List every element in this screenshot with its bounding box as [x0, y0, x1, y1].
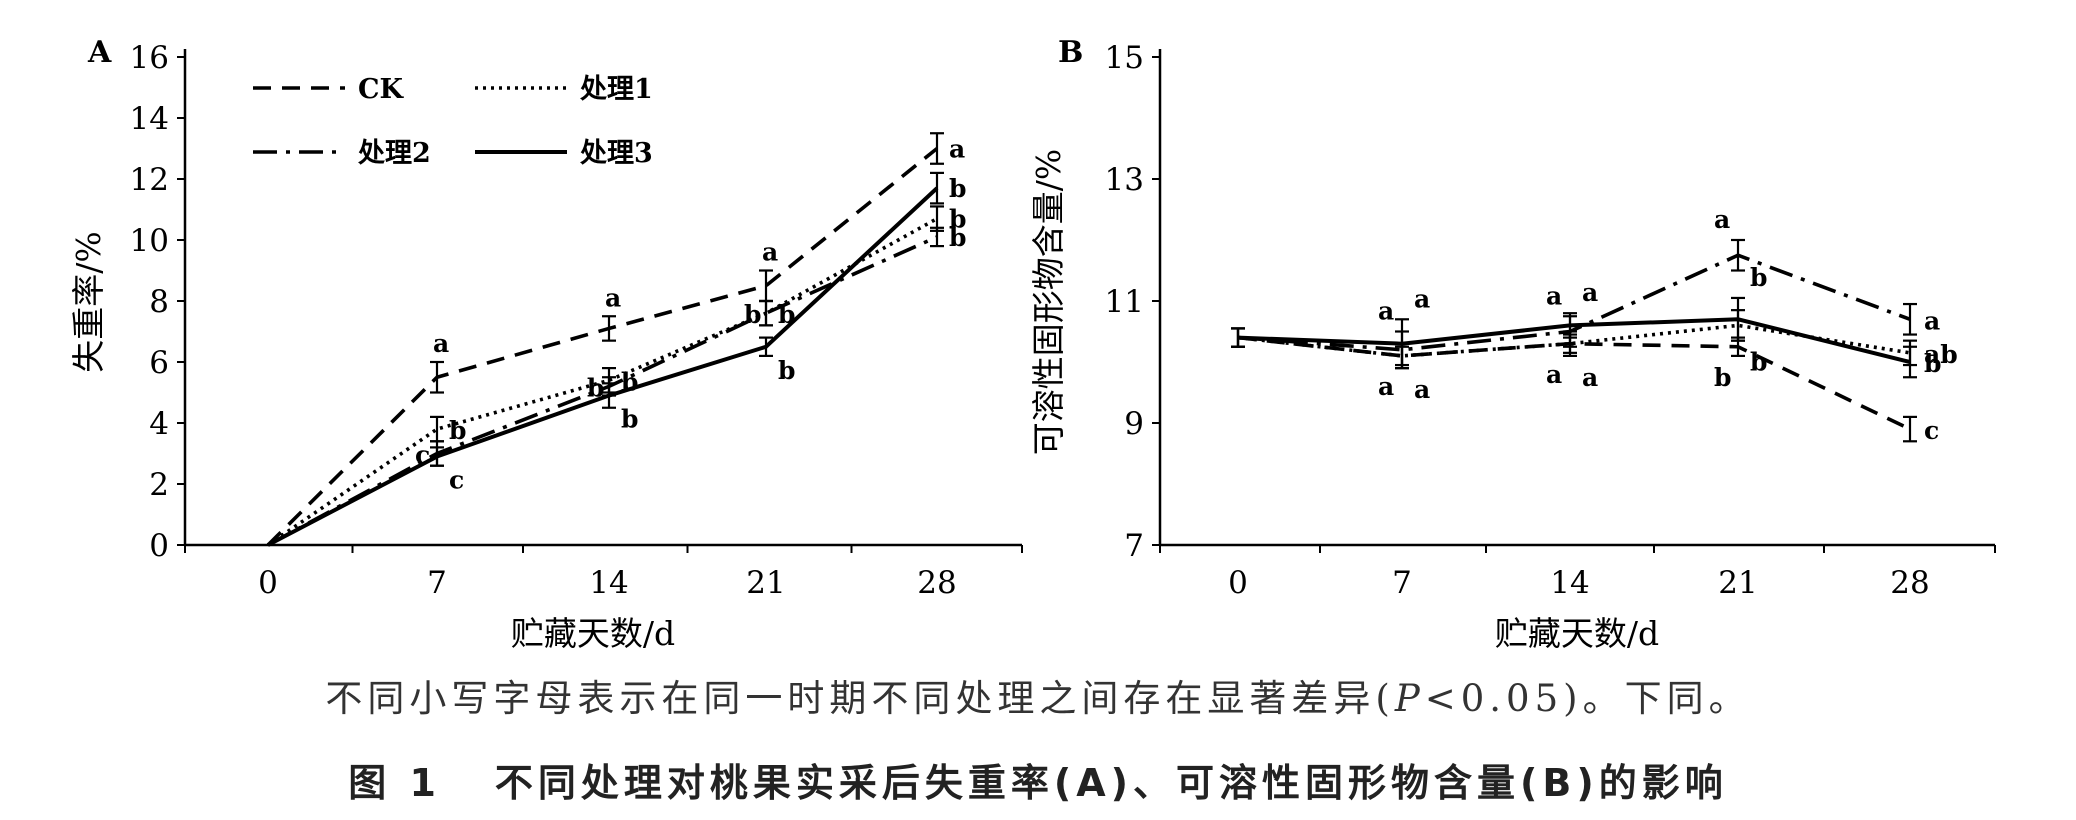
series-line [1237, 335, 1911, 431]
significance-letter: a [1378, 372, 1394, 401]
significance-letter: b [949, 223, 966, 252]
y-tick-label: 9 [1124, 406, 1144, 442]
y-tick-label: 14 [130, 101, 169, 137]
significance-letter: b [744, 300, 761, 329]
significance-letter: a [1582, 278, 1598, 307]
significance-letter: c [1924, 416, 1939, 445]
significance-letter: b [621, 405, 638, 434]
y-tick-label: 4 [149, 406, 169, 442]
x-axis-title: 贮藏天数/d [511, 614, 675, 653]
significance-letter: b [449, 416, 466, 445]
caption-number: 图 1 [348, 761, 441, 805]
y-axis-title: 失重率/% [69, 231, 108, 372]
x-tick-label: 21 [746, 565, 785, 601]
significance-letter: b [1750, 348, 1767, 377]
significance-letter: c [449, 466, 464, 495]
x-axis-title: 贮藏天数/d [1495, 614, 1659, 653]
y-tick-label: 10 [130, 223, 169, 259]
x-tick-label: 21 [1718, 565, 1757, 601]
note-p-symbol: P [1394, 677, 1425, 720]
x-tick-label: 7 [427, 565, 447, 601]
y-tick-label: 6 [149, 345, 169, 381]
panel-label: A [87, 35, 112, 70]
y-tick-label: 15 [1105, 40, 1144, 76]
significance-letter: a [1414, 284, 1430, 313]
figure-caption: 图 1 不同处理对桃果实采后失重率(A)、可溶性固形物含量(B)的影响 [0, 752, 2076, 807]
x-tick-label: 7 [1392, 565, 1412, 601]
caption-title: 不同处理对桃果实采后失重率(A)、可溶性固形物含量(B)的影响 [494, 761, 1728, 805]
y-tick-label: 11 [1105, 284, 1144, 320]
x-tick-label: 14 [589, 565, 628, 601]
x-tick-label: 0 [1228, 565, 1248, 601]
y-tick-label: 8 [149, 284, 169, 320]
significance-letter: ab [1924, 340, 1958, 369]
significance-letter: b [1714, 363, 1731, 392]
significance-letter: b [949, 174, 966, 203]
y-tick-label: 7 [1124, 528, 1144, 564]
significance-letter: b [1750, 263, 1767, 292]
significance-letter: b [1924, 349, 1941, 378]
significance-letter: b [778, 356, 795, 385]
y-tick-label: 16 [130, 40, 169, 76]
x-tick-label: 28 [917, 565, 956, 601]
legend-label: CK [358, 74, 404, 105]
note-text-pre: 不同小写字母表示在同一时期不同处理之间存在显著差异( [325, 677, 1395, 720]
y-tick-label: 12 [130, 162, 169, 198]
figure-note: 不同小写字母表示在同一时期不同处理之间存在显著差异(P<0.05)。下同。 [0, 668, 2076, 722]
y-tick-label: 13 [1105, 162, 1144, 198]
significance-letter: a [1714, 205, 1730, 234]
note-text-post: <0.05)。下同。 [1424, 677, 1751, 720]
y-tick-label: 0 [149, 528, 169, 564]
significance-letter: a [949, 135, 965, 164]
significance-letter: b [949, 205, 966, 234]
legend-label: 处理2 [357, 138, 431, 169]
significance-letter: a [1582, 363, 1598, 392]
significance-letter: b [587, 373, 604, 402]
legend-label: 处理3 [579, 138, 653, 169]
series-line [266, 147, 939, 547]
significance-letter: a [1546, 360, 1562, 389]
y-tick-label: 2 [149, 467, 169, 503]
x-tick-label: 14 [1550, 565, 1589, 601]
significance-letter: a [1414, 375, 1430, 404]
series-line [267, 186, 939, 547]
significance-letter: a [1378, 297, 1394, 326]
significance-letter: a [762, 238, 778, 267]
x-tick-label: 0 [258, 565, 278, 601]
y-axis-title: 可溶性固形物含量/% [1029, 149, 1068, 455]
legend-label: 处理1 [579, 74, 653, 105]
significance-letter: a [1924, 306, 1940, 335]
series-line [266, 217, 938, 547]
x-tick-label: 28 [1890, 565, 1929, 601]
significance-letter: a [605, 283, 621, 312]
significance-letter: a [433, 329, 449, 358]
panel-label: B [1058, 35, 1083, 70]
significance-letter: a [1546, 281, 1562, 310]
